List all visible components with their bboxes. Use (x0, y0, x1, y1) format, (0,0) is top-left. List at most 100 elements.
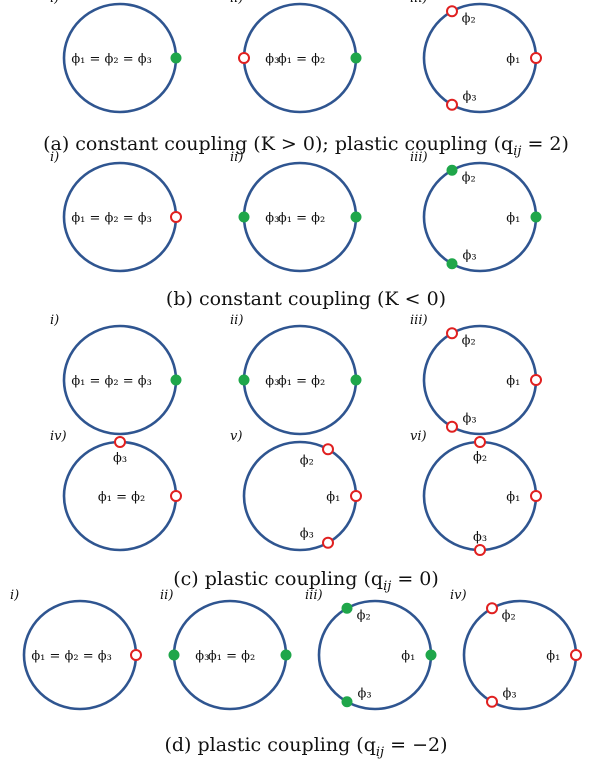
stable-point (446, 258, 458, 270)
stable-point (168, 649, 180, 661)
phase-label: ϕ₁ = ϕ₂ (278, 211, 325, 226)
stable-point (238, 211, 250, 223)
unstable-point (350, 490, 362, 502)
panel-0-2: iii) ϕ₂ ϕ₁ ϕ₃ (410, 0, 542, 114)
caption-d-text: (d) plastic coupling (q (164, 734, 376, 756)
phase-label: ϕ₁ = ϕ₂ = ϕ₃ (71, 374, 152, 389)
phase-label: ϕ₁ = ϕ₂ = ϕ₃ (71, 52, 152, 67)
phase-label: ϕ₃ (113, 451, 127, 466)
phase-label: ϕ₂ (462, 170, 476, 185)
panel-3-0: i) ϕ₁ = ϕ₂ = ϕ₃ (10, 588, 142, 711)
unstable-point (322, 536, 334, 549)
unstable-point (170, 211, 182, 223)
caption-a: (a) constant coupling (K > 0); plastic c… (0, 133, 612, 159)
panel-label: iii) (410, 150, 428, 165)
panel-label: i) (50, 0, 59, 6)
panel-label: i) (50, 313, 59, 328)
caption-b-text: (b) constant coupling (K < 0) (165, 288, 447, 310)
panel-1-0: i) ϕ₁ = ϕ₂ = ϕ₃ (50, 150, 182, 273)
phase-label: ϕ₂ (462, 11, 476, 26)
panel-label: iv) (450, 588, 467, 603)
panel-label: ii) (230, 313, 243, 328)
phase-label: ϕ₂ (300, 453, 314, 468)
caption-c-text: (c) plastic coupling (q (173, 568, 384, 590)
stable-point (170, 52, 182, 64)
panel-label: i) (50, 150, 59, 165)
panel-label: ii) (230, 0, 243, 6)
stable-point (530, 211, 542, 223)
caption-a-text: (a) constant coupling (K > 0); plastic c… (43, 133, 514, 155)
unstable-point (322, 443, 334, 456)
unstable-point (238, 52, 250, 64)
phase-label: ϕ₃ (463, 249, 477, 264)
panel-2-4: v) ϕ₂ ϕ₁ ϕ₃ (230, 429, 362, 552)
panel-label: ii) (230, 150, 243, 165)
panel-3-3: iv) ϕ₂ ϕ₁ ϕ₃ (450, 588, 582, 711)
stable-point (425, 649, 437, 661)
phase-label: ϕ₂ (473, 450, 487, 465)
phase-label: ϕ₂ (357, 608, 371, 623)
panel-label: ii) (160, 588, 173, 603)
caption-d: (d) plastic coupling (qij = −2) (0, 734, 612, 760)
stable-point (170, 374, 182, 386)
phase-label: ϕ₃ (463, 90, 477, 105)
stable-point (341, 602, 353, 614)
caption-d-sub: ij (375, 744, 385, 760)
phase-label: ϕ₁ (326, 490, 340, 505)
phase-label: ϕ₃ (300, 527, 314, 542)
unstable-point (486, 695, 498, 708)
caption-c-end: = 0) (391, 568, 439, 590)
caption-d-end: = −2) (384, 734, 448, 756)
phase-label: ϕ₃ (503, 687, 517, 702)
panel-2-5: vi) ϕ₂ ϕ₁ ϕ₃ (410, 429, 542, 556)
unstable-point (446, 98, 458, 111)
phase-label: ϕ₁ (401, 649, 415, 664)
phase-label: ϕ₃ (265, 52, 279, 67)
unstable-point (130, 649, 142, 661)
phase-label: ϕ₃ (473, 530, 487, 545)
phase-label: ϕ₁ = ϕ₂ (278, 52, 325, 67)
phase-label: ϕ₃ (358, 687, 372, 702)
phase-label: ϕ₁ = ϕ₂ (278, 374, 325, 389)
phase-label: ϕ₃ (265, 374, 279, 389)
panel-label: vi) (410, 429, 427, 444)
panel-label: v) (230, 429, 242, 444)
phase-label: ϕ₁ = ϕ₂ = ϕ₃ (31, 649, 112, 664)
panel-label: iv) (50, 429, 67, 444)
unstable-point (446, 5, 458, 18)
panel-label: i) (10, 588, 19, 603)
caption-c-sub: ij (383, 578, 392, 594)
phase-label: ϕ₂ (502, 608, 516, 623)
stable-point (280, 649, 292, 661)
unstable-point (446, 420, 458, 433)
panel-2-2: iii) ϕ₂ ϕ₁ ϕ₃ (410, 313, 542, 436)
phase-label: ϕ₃ (463, 412, 477, 427)
phase-label: ϕ₁ (506, 490, 520, 505)
stable-point (341, 696, 353, 708)
phase-label: ϕ₁ (546, 649, 560, 664)
stable-point (238, 374, 250, 386)
stable-point (446, 164, 458, 176)
unstable-point (530, 490, 542, 502)
phase-label: ϕ₃ (195, 649, 209, 664)
unstable-point (530, 52, 542, 64)
caption-b: (b) constant coupling (K < 0) (0, 288, 612, 314)
phase-label: ϕ₁ (506, 374, 520, 389)
caption-a-end: = 2) (521, 133, 569, 155)
panel-label: iii) (410, 0, 428, 6)
panel-2-0: i) ϕ₁ = ϕ₂ = ϕ₃ (50, 313, 182, 436)
panel-2-3: iv) ϕ₃ ϕ₁ = ϕ₂ (50, 429, 182, 552)
phase-label: ϕ₃ (265, 211, 279, 226)
unstable-point (114, 436, 126, 448)
unstable-point (474, 436, 486, 448)
unstable-point (486, 602, 498, 615)
stable-point (350, 211, 362, 223)
caption-a-sub: ij (513, 143, 522, 159)
unstable-point (530, 374, 542, 386)
unstable-point (446, 327, 458, 340)
panel-1-2: iii) ϕ₂ ϕ₁ ϕ₃ (410, 150, 542, 273)
